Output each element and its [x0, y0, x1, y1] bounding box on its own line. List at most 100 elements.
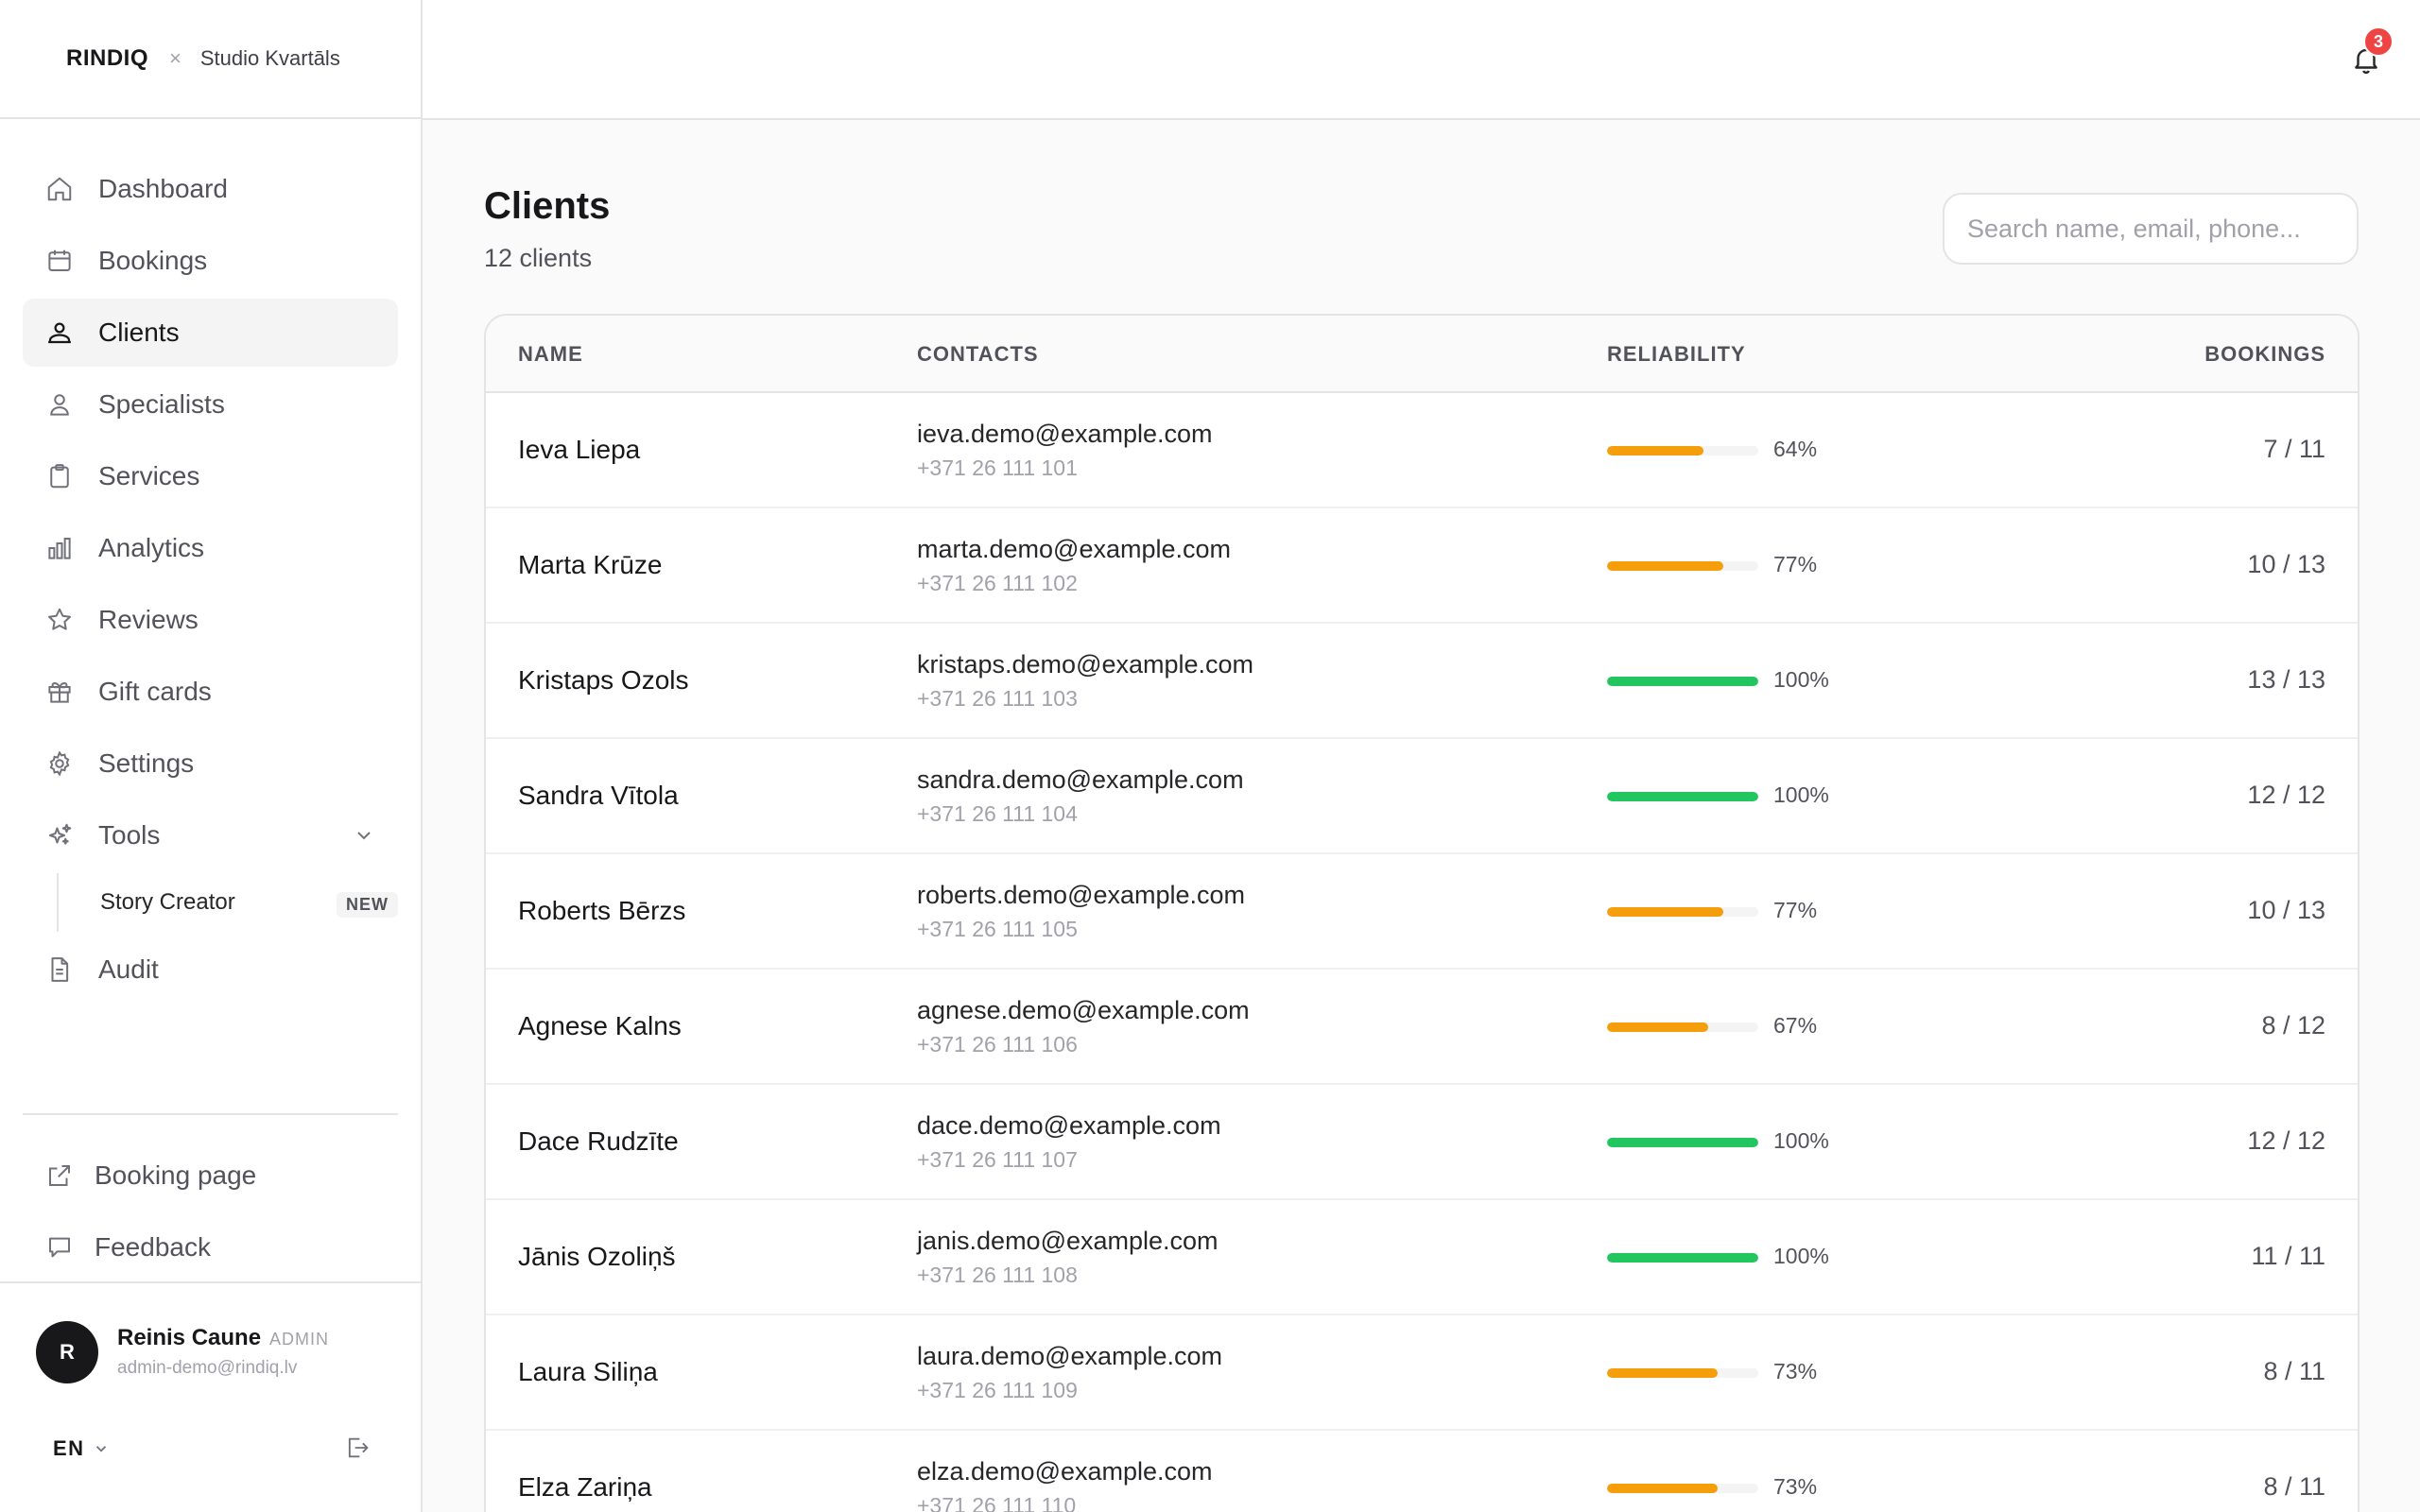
client-email[interactable]: marta.demo@example.com: [917, 535, 1232, 563]
client-email[interactable]: kristaps.demo@example.com: [917, 650, 1254, 679]
logout-icon[interactable]: [344, 1435, 371, 1461]
sidebar-item-settings[interactable]: Settings: [23, 730, 398, 798]
sidebar-item-label: Bookings: [98, 246, 208, 275]
client-email[interactable]: ieva.demo@example.com: [917, 420, 1213, 448]
table-row[interactable]: Sandra Vītola sandra.demo@example.com +371…: [486, 739, 2358, 854]
table-body: Ieva Liepa ieva.demo@example.com +371 26 1…: [486, 393, 2358, 1512]
sidebar-item-label: Settings: [98, 748, 195, 778]
external-link-icon: [45, 1161, 74, 1190]
client-name: Agnese Kalns: [518, 1011, 682, 1040]
user-role-badge: ADMIN: [269, 1330, 329, 1349]
sidebar-item-label: Gift cards: [98, 677, 212, 706]
gift-icon: [45, 678, 74, 706]
sidebar: RINDIQ × Studio Kvartāls Dashboard Booki…: [0, 0, 423, 1512]
column-header-bookings[interactable]: BOOKINGS: [2204, 342, 2325, 366]
column-header-reliability[interactable]: RELIABILITY: [1607, 342, 1746, 366]
sidebar-subitem-story-creator[interactable]: Story Creator NEW: [57, 873, 398, 932]
booking-page-link[interactable]: Booking page: [23, 1142, 398, 1210]
reliability-bar-fill: [1607, 677, 1758, 686]
language-label: EN: [53, 1436, 85, 1460]
user-name: Reinis Caune: [117, 1325, 262, 1350]
client-email[interactable]: janis.demo@example.com: [917, 1227, 1219, 1255]
reliability-bar-fill: [1607, 1253, 1758, 1263]
reliability-bar: [1607, 1022, 1758, 1032]
column-header-contacts[interactable]: CONTACTS: [917, 342, 1039, 366]
client-email[interactable]: agnese.demo@example.com: [917, 996, 1250, 1024]
client-phone: +371 26 111 103: [917, 686, 1078, 711]
reliability-bar-fill: [1607, 1138, 1758, 1147]
table-row[interactable]: Laura Siliņa laura.demo@example.com +371 2…: [486, 1315, 2358, 1431]
reliability-bar: [1607, 907, 1758, 917]
document-icon: [45, 955, 74, 984]
sidebar-item-bookings[interactable]: Bookings: [23, 227, 398, 295]
reliability-percent: 67%: [1773, 1013, 1818, 1038]
search-input[interactable]: [1943, 193, 2359, 265]
sidebar-footer-links: Booking page Feedback: [0, 1113, 421, 1285]
bookings-count: 10 / 13: [2247, 896, 2325, 924]
client-email[interactable]: dace.demo@example.com: [917, 1111, 1221, 1140]
brand-separator: ×: [169, 46, 182, 70]
table-row[interactable]: Ieva Liepa ieva.demo@example.com +371 26 1…: [486, 393, 2358, 508]
sidebar-item-label: Analytics: [98, 533, 205, 562]
reliability-bar-fill: [1607, 446, 1704, 455]
table-row[interactable]: Roberts Bērzs roberts.demo@example.com +37…: [486, 854, 2358, 970]
feedback-label: Feedback: [95, 1232, 211, 1262]
reliability-percent: 100%: [1773, 1244, 1829, 1268]
bookings-count: 8 / 12: [2261, 1011, 2325, 1040]
sidebar-item-tools[interactable]: Tools: [23, 801, 398, 869]
client-email[interactable]: roberts.demo@example.com: [917, 881, 1246, 909]
sidebar-item-dashboard[interactable]: Dashboard: [23, 155, 398, 223]
sidebar-item-label: Dashboard: [98, 174, 228, 203]
reliability-bar: [1607, 1138, 1758, 1147]
feedback-link[interactable]: Feedback: [23, 1213, 398, 1281]
sidebar-item-label: Reviews: [98, 605, 199, 634]
reliability-bar: [1607, 446, 1758, 455]
reliability-bar-fill: [1607, 792, 1758, 801]
sidebar-item-analytics[interactable]: Analytics: [23, 514, 398, 582]
sidebar-item-clients[interactable]: Clients: [23, 299, 398, 367]
bar-chart-icon: [45, 534, 74, 562]
client-email[interactable]: laura.demo@example.com: [917, 1342, 1223, 1370]
bookings-count: 10 / 13: [2247, 550, 2325, 578]
reliability-bar: [1607, 792, 1758, 801]
table-row[interactable]: Agnese Kalns agnese.demo@example.com +371 …: [486, 970, 2358, 1085]
brand-header: RINDIQ × Studio Kvartāls: [0, 0, 421, 119]
sidebar-item-reviews[interactable]: Reviews: [23, 586, 398, 654]
sidebar-item-audit[interactable]: Audit: [23, 936, 398, 1004]
clients-icon: [45, 318, 74, 347]
reliability-percent: 73%: [1773, 1359, 1818, 1383]
table-row[interactable]: Marta Krūze marta.demo@example.com +371 26…: [486, 508, 2358, 624]
bookings-count: 12 / 12: [2247, 781, 2325, 809]
gear-icon: [45, 749, 74, 778]
client-phone: +371 26 111 108: [917, 1263, 1078, 1287]
notification-count-badge: 3: [2363, 26, 2394, 57]
bookings-count: 12 / 12: [2247, 1126, 2325, 1155]
sidebar-item-services[interactable]: Services: [23, 442, 398, 510]
sidebar-item-specialists[interactable]: Specialists: [23, 370, 398, 438]
sidebar-item-gift-cards[interactable]: Gift cards: [23, 658, 398, 726]
main-nav: Dashboard Bookings Clients Specialists S…: [0, 119, 421, 1004]
reliability-percent: 64%: [1773, 437, 1818, 461]
chat-icon: [45, 1233, 74, 1262]
chevron-down-icon[interactable]: [353, 824, 375, 847]
table-row[interactable]: Elza Zariņa elza.demo@example.com +371 26 …: [486, 1431, 2358, 1512]
table-row[interactable]: Dace Rudzīte dace.demo@example.com +371 26…: [486, 1085, 2358, 1200]
sidebar-item-label: Services: [98, 461, 200, 490]
brand-logo[interactable]: RINDIQ: [66, 45, 148, 71]
reliability-bar-fill: [1607, 561, 1724, 571]
booking-page-label: Booking page: [95, 1160, 257, 1190]
reliability-percent: 100%: [1773, 667, 1829, 692]
user-email: admin-demo@rindiq.lv: [117, 1358, 298, 1378]
bookings-count: 13 / 13: [2247, 665, 2325, 694]
client-count: 12 clients: [484, 244, 593, 272]
table-row[interactable]: Jānis Ozoliņš janis.demo@example.com +371 …: [486, 1200, 2358, 1315]
client-phone: +371 26 111 109: [917, 1378, 1078, 1402]
table-row[interactable]: Kristaps Ozols kristaps.demo@example.com +…: [486, 624, 2358, 739]
column-header-name[interactable]: NAME: [518, 342, 583, 366]
avatar[interactable]: R: [36, 1321, 98, 1383]
client-email[interactable]: elza.demo@example.com: [917, 1457, 1213, 1486]
sidebar-item-label: Clients: [98, 318, 180, 347]
language-selector[interactable]: EN: [53, 1436, 110, 1461]
bookings-count: 11 / 11: [2251, 1242, 2325, 1270]
client-email[interactable]: sandra.demo@example.com: [917, 765, 1244, 794]
